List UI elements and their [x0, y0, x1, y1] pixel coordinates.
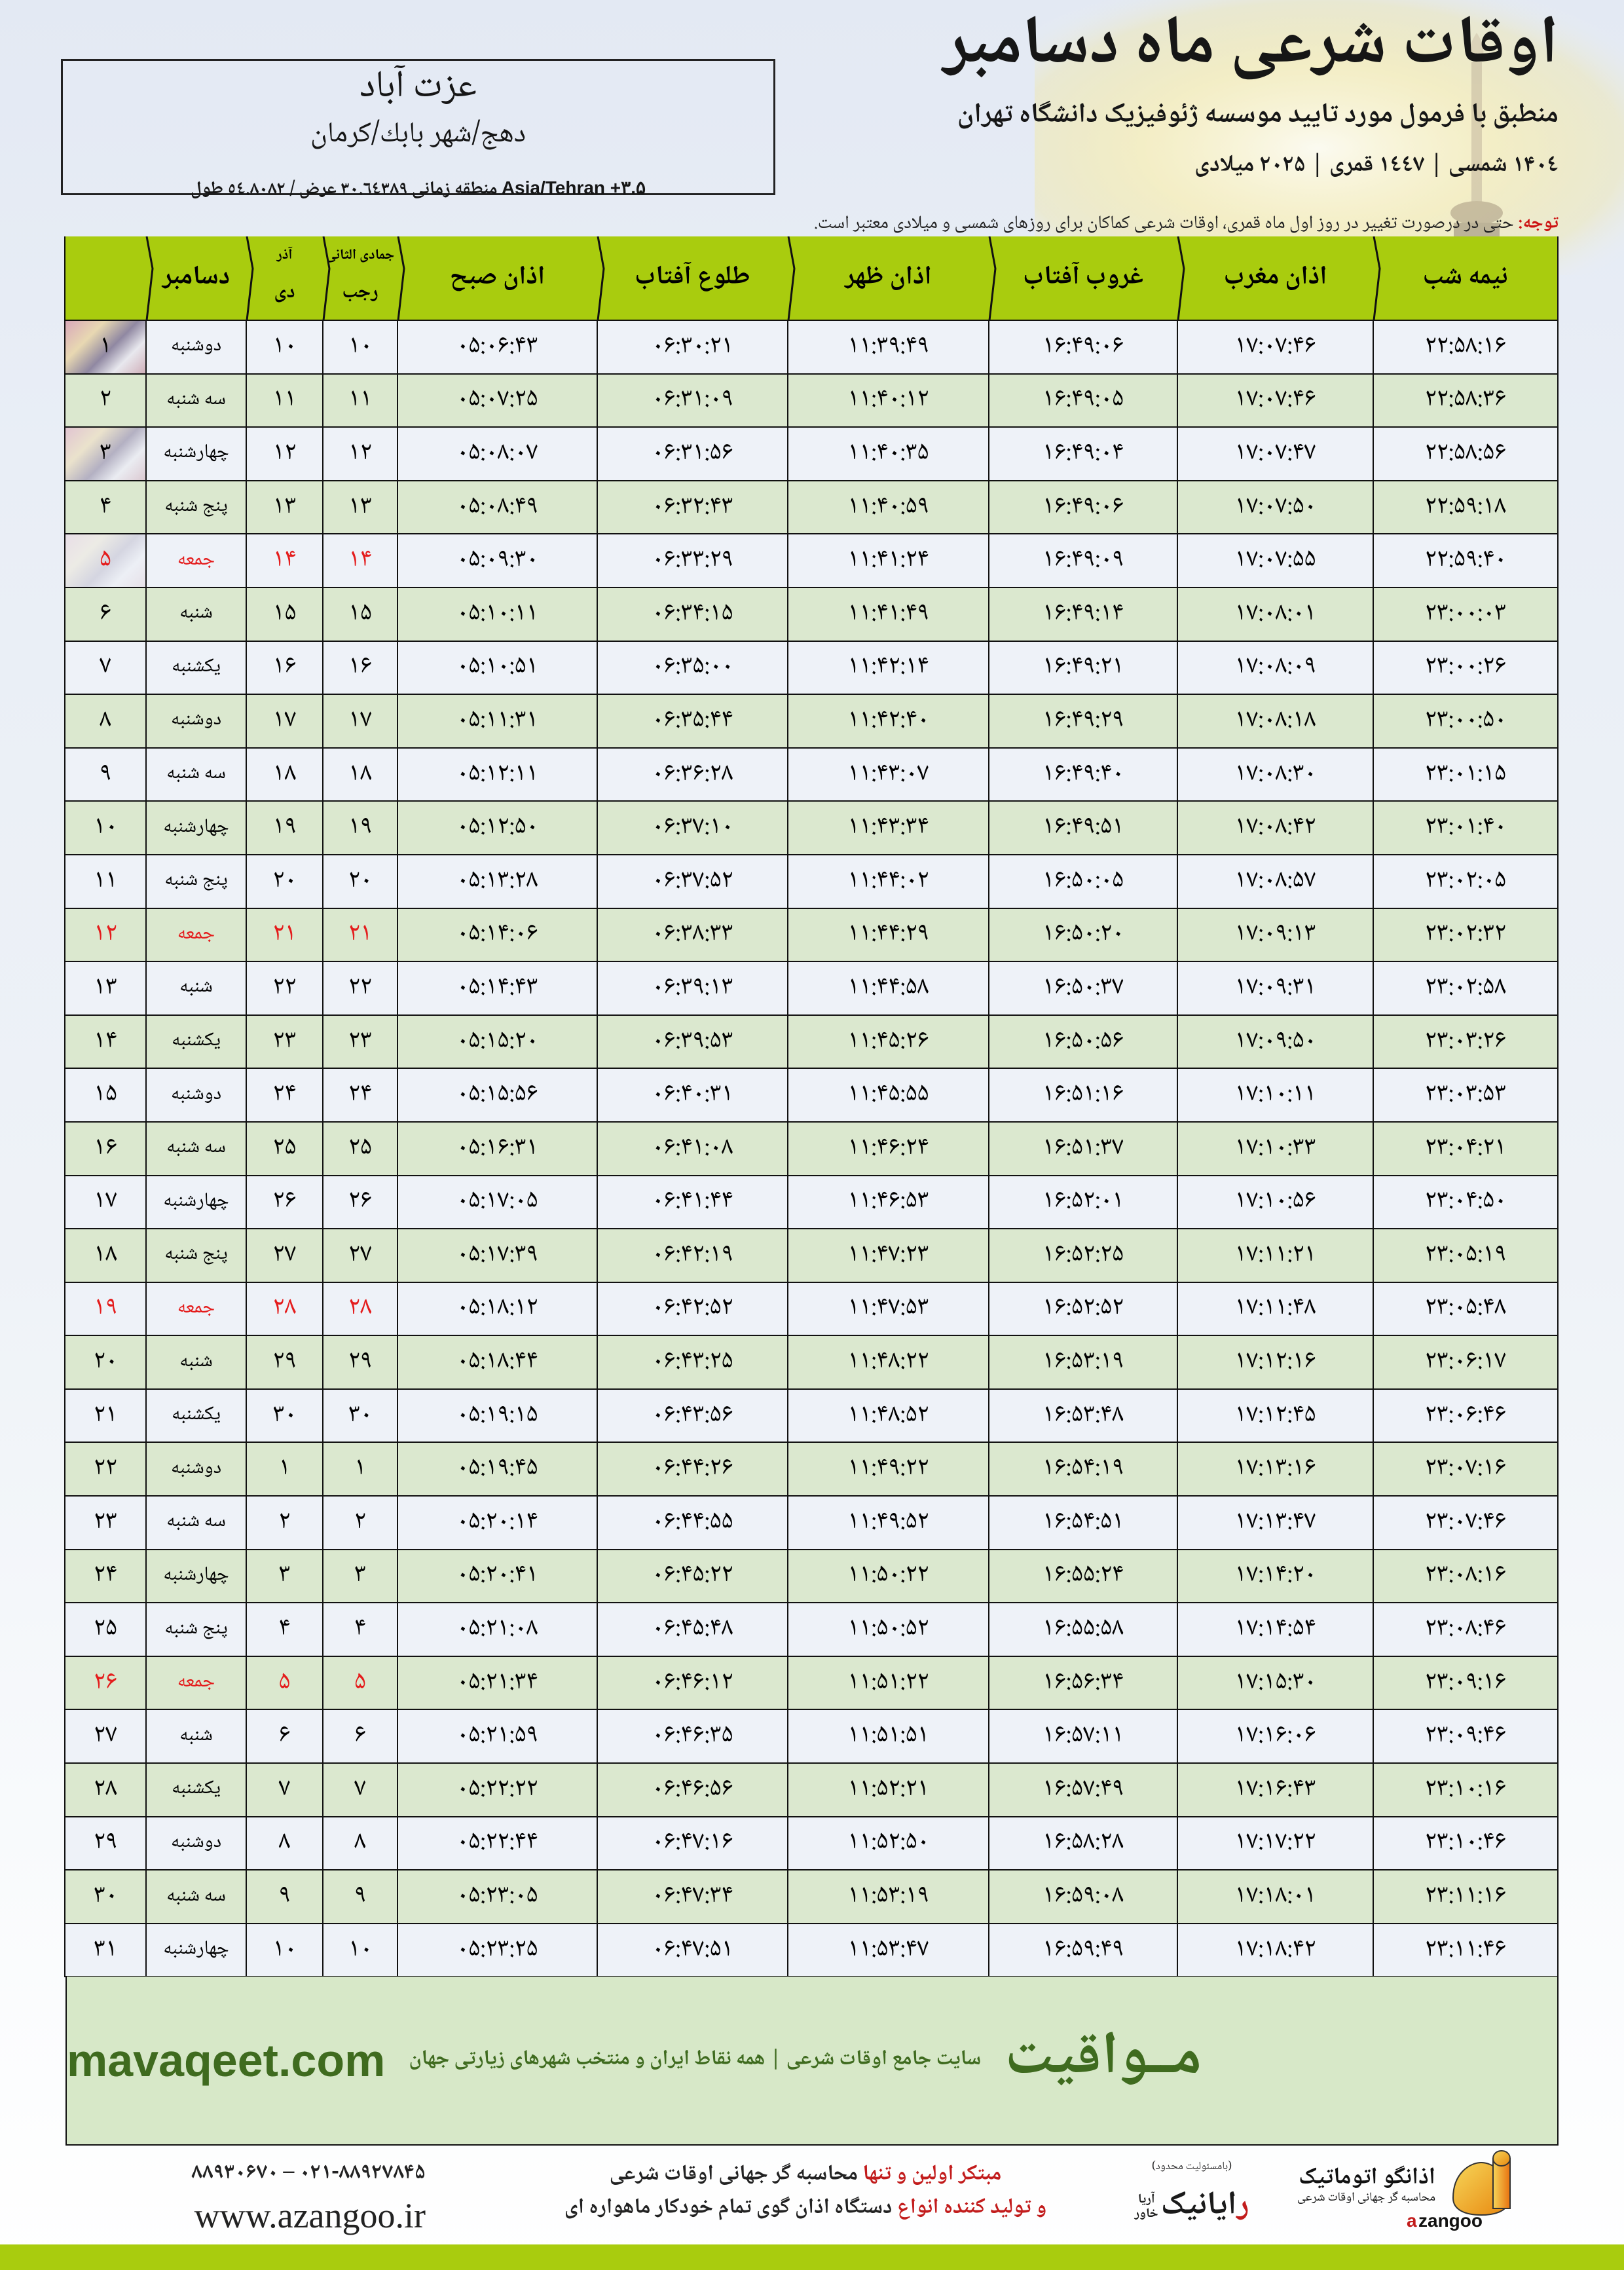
svg-text:محاسبه گر جهانی اوقات شرعی: محاسبه گر جهانی اوقات شرعی	[1297, 2188, 1435, 2209]
svg-text:zangoo: zangoo	[1418, 2210, 1483, 2231]
svg-text:a: a	[1407, 2210, 1417, 2231]
